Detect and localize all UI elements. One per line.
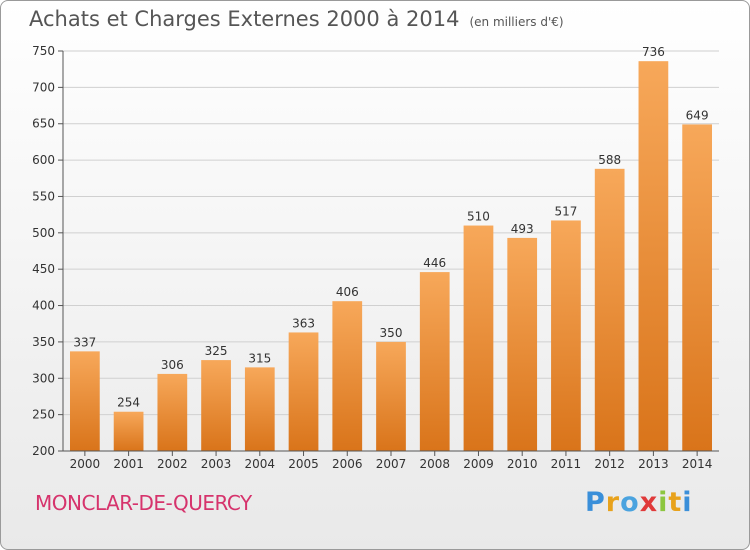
y-tick-label: 700 [32, 80, 55, 94]
proxiti-logo: Proxiti [585, 487, 693, 518]
x-tick-label: 2012 [594, 457, 625, 471]
y-tick-label: 350 [32, 335, 55, 349]
x-tick-label: 2011 [551, 457, 582, 471]
bar-value-label: 325 [205, 344, 228, 358]
y-axis: 200 250 300 350 400 450 500 550 600 650 700 750 [32, 44, 64, 458]
x-tick-label: 2013 [638, 457, 669, 471]
bar-value-label: 363 [292, 316, 315, 330]
x-tick-label: 2009 [463, 457, 494, 471]
bar [332, 301, 363, 451]
x-tick-label: 2001 [113, 457, 144, 471]
bar [419, 272, 450, 451]
chart-unit: (en milliers d'€) [469, 15, 564, 29]
y-tick-label: 450 [32, 262, 55, 276]
logo-letter: t [668, 487, 683, 518]
x-tick-label: 2005 [288, 457, 319, 471]
bar-value-label: 649 [686, 108, 709, 122]
bar [288, 332, 319, 451]
y-tick-label: 500 [32, 226, 55, 240]
bar [638, 61, 669, 451]
bar [113, 411, 144, 451]
bar [682, 124, 713, 452]
y-tick-label: 650 [32, 117, 55, 131]
bar-value-label: 510 [467, 210, 490, 224]
y-tick-label: 600 [32, 153, 55, 167]
bar [376, 341, 406, 451]
y-tick-label: 750 [32, 44, 55, 58]
x-tick-label: 2008 [419, 457, 450, 471]
x-tick-label: 2000 [70, 457, 101, 471]
x-axis: 2000 2001 2002 2003 2004 2005 2006 2007 2008 2009… [63, 450, 719, 471]
logo-letter: r [605, 487, 621, 518]
x-tick-label: 2010 [507, 457, 538, 471]
bar [551, 220, 581, 451]
y-tick-label: 250 [32, 408, 55, 422]
bar-value-label: 406 [336, 285, 359, 299]
bar [463, 225, 494, 451]
logo-letter: P [585, 487, 606, 518]
x-tick-label: 2007 [376, 457, 407, 471]
bar [69, 351, 100, 451]
y-tick-label: 200 [32, 444, 55, 458]
logo-letter: i [682, 487, 693, 518]
bar-value-label: 446 [423, 256, 446, 270]
bar-value-label: 350 [380, 326, 403, 340]
logo-letter: x [639, 487, 659, 518]
bar-value-label: 588 [598, 153, 621, 167]
bar-value-label: 736 [642, 45, 665, 59]
location-name: MONCLAR-DE-QUERCY [35, 491, 252, 515]
bar-value-label: 493 [511, 222, 534, 236]
bar [507, 237, 538, 451]
chart-title: Achats et Charges Externes 2000 à 2014 (e… [29, 7, 564, 31]
bar-value-label: 315 [248, 351, 271, 365]
bar [157, 373, 188, 451]
bar [244, 367, 275, 451]
y-tick-label: 400 [32, 299, 55, 313]
bar-value-label: 337 [73, 335, 96, 349]
x-tick-label: 2003 [201, 457, 232, 471]
y-tick-label: 550 [32, 189, 55, 203]
bar [201, 360, 231, 451]
logo-letter: i [658, 487, 669, 518]
bar-value-label: 517 [554, 204, 577, 218]
bar-series: 337 254 306 325 315 363 406 350 446 510 493 517 588 7… [69, 45, 713, 452]
x-tick-label: 2014 [682, 457, 713, 471]
chart-title-text: Achats et Charges Externes 2000 à 2014 [29, 7, 460, 31]
x-tick-label: 2002 [157, 457, 188, 471]
bar-value-label: 254 [117, 396, 140, 410]
bar-value-label: 306 [161, 358, 184, 372]
x-tick-label: 2006 [332, 457, 363, 471]
x-tick-label: 2004 [245, 457, 276, 471]
y-tick-label: 300 [32, 371, 55, 385]
bar [594, 168, 625, 451]
logo-letter: o [620, 487, 640, 518]
